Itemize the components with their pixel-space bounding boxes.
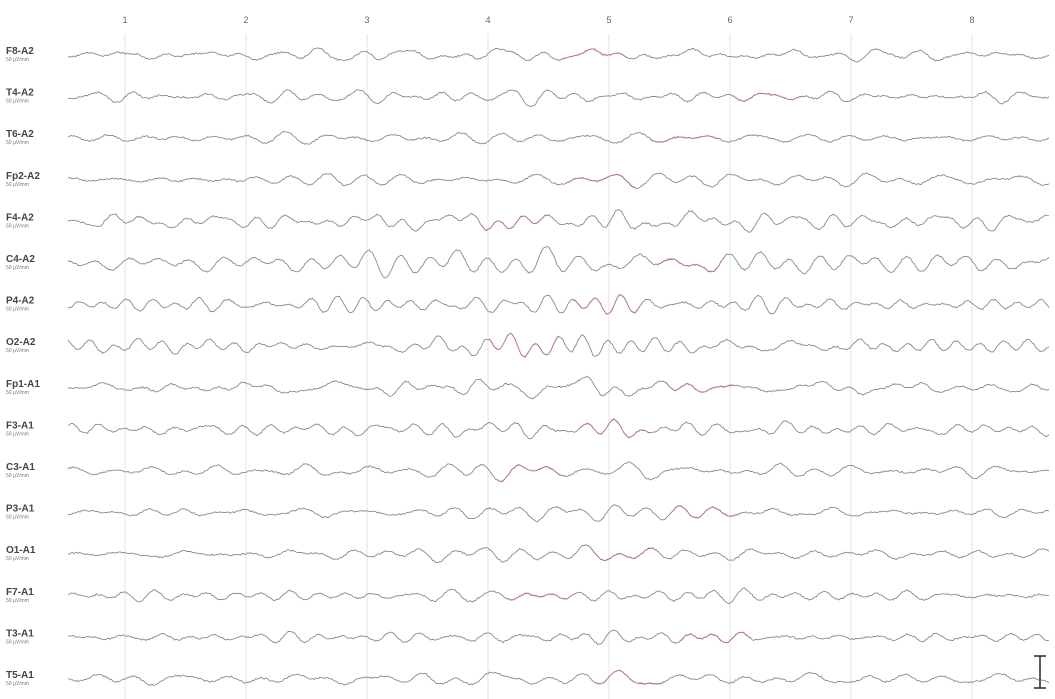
eeg-trace-f3-a1 — [67, 418, 1050, 440]
eeg-trace-accent-f4-a2 — [480, 214, 551, 231]
eeg-trace-accent-p4-a2 — [572, 294, 643, 315]
eeg-trace-accent-c3-a1 — [496, 465, 567, 482]
eeg-trace-f7-a1 — [67, 587, 1050, 605]
channel-label-p4-a2: P4-A2 — [6, 296, 35, 307]
eeg-trace-o2-a2 — [67, 332, 1050, 358]
eeg-trace-o1-a1 — [68, 544, 1050, 564]
channel-sensitivity-c3-a1: 50 µV/mm — [6, 473, 29, 479]
channel-sensitivity-fp1-a1: 50 µV/mm — [6, 390, 29, 396]
second-label-7: 7 — [848, 15, 853, 25]
eeg-trace-t3-a1 — [67, 629, 1050, 646]
channel-label-f7-a1: F7-A1 — [6, 587, 34, 598]
eeg-trace-t5-a1 — [67, 669, 1050, 687]
channel-sensitivity-o2-a2: 50 µV/mm — [6, 348, 29, 354]
eeg-trace-t6-a2 — [67, 130, 1050, 145]
eeg-trace-accent-p3-a1 — [672, 505, 743, 519]
channel-sensitivity-p4-a2: 50 µV/mm — [6, 307, 29, 313]
channel-sensitivity-t4-a2: 50 µV/mm — [6, 99, 29, 105]
calibration-scale-bar — [1034, 655, 1046, 689]
channel-sensitivity-p3-a1: 50 µV/mm — [6, 515, 29, 521]
channel-label-fp2-a2: Fp2-A2 — [6, 171, 40, 182]
eeg-trace-fp1-a1 — [67, 375, 1050, 400]
channel-sensitivity-f4-a2: 50 µV/mm — [6, 223, 29, 229]
eeg-trace-p4-a2 — [67, 293, 1050, 315]
channel-sensitivity-t6-a2: 50 µV/mm — [6, 140, 29, 146]
channel-label-t5-a1: T5-A1 — [6, 670, 34, 681]
eeg-trace-accent-t6-a2 — [649, 135, 720, 143]
channel-sensitivity-c4-a2: 50 µV/mm — [6, 265, 29, 271]
eeg-trace-accent-f3-a1 — [580, 419, 651, 438]
channel-label-t6-a2: T6-A2 — [6, 129, 34, 140]
second-label-6: 6 — [727, 15, 732, 25]
eeg-traces — [67, 47, 1050, 687]
eeg-trace-f4-a2 — [67, 209, 1050, 233]
eeg-trace-accent-t3-a1 — [679, 631, 750, 644]
eeg-trace-accent-t5-a1 — [595, 670, 666, 685]
second-label-2: 2 — [243, 15, 248, 25]
channel-label-c3-a1: C3-A1 — [6, 462, 35, 473]
channel-label-t3-a1: T3-A1 — [6, 628, 34, 639]
eeg-trace-p3-a1 — [67, 504, 1050, 523]
channel-label-c4-a2: C4-A2 — [6, 254, 35, 265]
channel-label-f3-a1: F3-A1 — [6, 420, 34, 431]
eeg-trace-accent-f8-a2 — [558, 48, 628, 61]
eeg-trace-c3-a1 — [67, 461, 1050, 483]
channel-label-o1-a1: O1-A1 — [6, 545, 36, 556]
eeg-trace-fp2-a2 — [67, 172, 1050, 190]
second-label-3: 3 — [364, 15, 369, 25]
eeg-trace-accent-o2-a2 — [488, 333, 559, 358]
second-label-4: 4 — [485, 15, 490, 25]
channel-label-p3-a1: P3-A1 — [6, 504, 35, 515]
channel-sensitivity-fp2-a2: 50 µV/mm — [6, 182, 29, 188]
eeg-trace-t4-a2 — [68, 89, 1050, 108]
eeg-trace-accent-fp2-a2 — [565, 174, 636, 188]
second-tick-labels: 1 2 3 4 5 6 7 8 — [122, 15, 974, 25]
channel-label-f4-a2: F4-A2 — [6, 212, 34, 223]
channel-sensitivity-f3-a1: 50 µV/mm — [6, 431, 29, 437]
channel-label-o2-a2: O2-A2 — [6, 337, 36, 348]
second-label-1: 1 — [122, 15, 127, 25]
channel-label-fp1-a1: Fp1-A1 — [6, 379, 40, 390]
channel-label-f8-a2: F8-A2 — [6, 46, 34, 57]
eeg-trace-accent-f7-a1 — [504, 593, 575, 601]
eeg-trace-c4-a2 — [67, 246, 1050, 279]
eeg-trace-accent-t4-a2 — [733, 93, 804, 102]
second-label-5: 5 — [606, 15, 611, 25]
channel-sensitivity-f7-a1: 50 µV/mm — [6, 598, 29, 604]
channel-sensitivity-o1-a1: 50 µV/mm — [6, 556, 29, 562]
channel-sensitivity-t3-a1: 50 µV/mm — [6, 639, 29, 645]
second-label-8: 8 — [969, 15, 974, 25]
channel-labels: F8-A2 50 µV/mm T4-A2 50 µV/mm T6-A2 50 µ… — [6, 46, 40, 687]
channel-label-t4-a2: T4-A2 — [6, 88, 34, 99]
eeg-trace-accent-o1-a1 — [588, 546, 659, 561]
second-gridlines — [124, 34, 973, 699]
channel-sensitivity-f8-a2: 50 µV/mm — [6, 57, 29, 63]
channel-sensitivity-t5-a1: 50 µV/mm — [6, 681, 29, 687]
eeg-trace-accent-c4-a2 — [656, 254, 727, 273]
eeg-trace-accent-fp1-a1 — [664, 381, 734, 393]
